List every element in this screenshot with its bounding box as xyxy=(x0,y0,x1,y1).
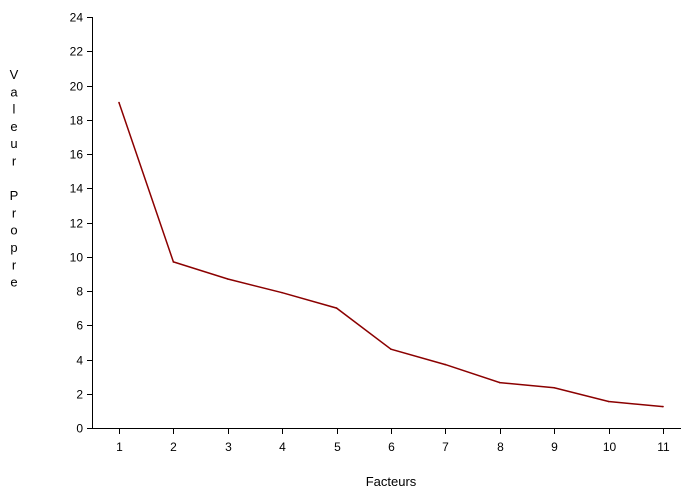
x-tick-label: 2 xyxy=(170,440,177,454)
x-tick-label: 6 xyxy=(388,440,395,454)
y-tick-label: 2 xyxy=(76,388,83,402)
series xyxy=(118,101,664,408)
x-tick-label: 1 xyxy=(116,440,123,454)
data-point xyxy=(553,387,555,389)
y-tick-label: 8 xyxy=(76,285,83,299)
y-tick-label: 18 xyxy=(70,114,84,128)
x-tick-label: 3 xyxy=(225,440,232,454)
data-point xyxy=(281,291,284,294)
x-tick-label: 9 xyxy=(551,440,558,454)
data-point xyxy=(607,400,610,403)
y-tick-label: 10 xyxy=(70,251,84,265)
y-tick-label: 4 xyxy=(76,354,83,368)
x-tick-label: 11 xyxy=(657,440,670,454)
y-tick-label: 14 xyxy=(70,182,84,196)
y-tick-label: 0 xyxy=(76,422,83,436)
y-tick-label: 12 xyxy=(70,217,84,231)
axes xyxy=(92,17,681,429)
data-point xyxy=(444,363,447,366)
x-tick-label: 7 xyxy=(442,440,449,454)
y-tick-label: 6 xyxy=(76,319,83,333)
y-tick-label: 24 xyxy=(70,11,84,25)
data-point xyxy=(118,101,120,104)
data-point xyxy=(662,405,664,408)
data-point xyxy=(499,381,501,384)
x-axis-title: Facteurs xyxy=(366,474,417,489)
x-tick-label: 5 xyxy=(334,440,341,454)
data-point xyxy=(390,348,392,351)
data-point xyxy=(335,307,338,309)
data-point xyxy=(227,278,229,280)
x-tick-label: 10 xyxy=(603,440,617,454)
data-point xyxy=(172,261,175,263)
x-tick-label: 8 xyxy=(497,440,504,454)
y-tick-label: 22 xyxy=(70,45,84,59)
y-tick-label: 20 xyxy=(70,80,84,94)
x-tick-label: 4 xyxy=(279,440,286,454)
series-line xyxy=(118,102,664,408)
y-tick-label: 16 xyxy=(70,148,84,162)
